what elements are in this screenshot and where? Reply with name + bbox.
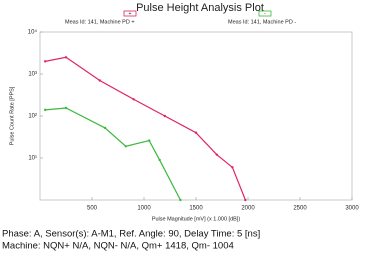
x-tick-label: 2000 xyxy=(241,206,255,212)
x-tick-label: 500 xyxy=(87,206,98,212)
data-point xyxy=(244,198,247,202)
x-tick-label: 1000 xyxy=(137,206,151,212)
data-point xyxy=(124,145,128,148)
series-line xyxy=(45,56,246,201)
legend-label: Meas Id: 141, Machine PD - xyxy=(228,19,296,25)
legend-marker: + xyxy=(129,11,132,17)
legend-marker: - xyxy=(264,11,266,17)
y-tick-label: 10⁴ xyxy=(28,29,38,36)
plot-frame xyxy=(39,31,353,201)
data-point xyxy=(231,166,234,169)
data-point xyxy=(215,153,218,156)
x-tick-label: 1500 xyxy=(189,206,203,212)
data-point xyxy=(132,98,135,101)
data-point xyxy=(179,198,182,202)
data-point xyxy=(163,114,166,118)
x-tick-label: 2500 xyxy=(293,206,307,212)
data-point xyxy=(64,56,68,59)
caption-line: Machine: NQN+ N/A, NQN- N/A, Qm+ 1418, Q… xyxy=(2,241,234,252)
y-axis-label: Pulse Count Rate [PPS] xyxy=(9,86,15,145)
data-point xyxy=(158,158,161,162)
y-tick-label: 10² xyxy=(28,114,37,120)
x-tick-label: 3000 xyxy=(345,206,359,212)
series-line xyxy=(45,107,181,201)
data-point xyxy=(194,131,198,134)
data-point xyxy=(103,126,107,130)
chart-title: Pulse Height Analysis Plot xyxy=(136,2,264,14)
legend-swatch xyxy=(123,10,137,17)
data-point xyxy=(44,60,47,63)
y-tick-label: 10¹ xyxy=(28,156,37,162)
legend-swatch xyxy=(258,10,272,17)
caption-line: Phase: A, Sensor(s): A-M1, Ref. Angle: 9… xyxy=(2,229,260,240)
x-axis-label: Pulse Magnitude [mV] (x 1.000 [dB]) xyxy=(152,216,241,222)
data-point xyxy=(148,139,151,142)
y-tick-label: 10³ xyxy=(28,72,37,78)
data-point xyxy=(64,106,68,110)
legend-label: Meas Id: 141, Machine PD + xyxy=(65,19,135,25)
data-point xyxy=(98,79,102,82)
data-point xyxy=(44,108,47,112)
